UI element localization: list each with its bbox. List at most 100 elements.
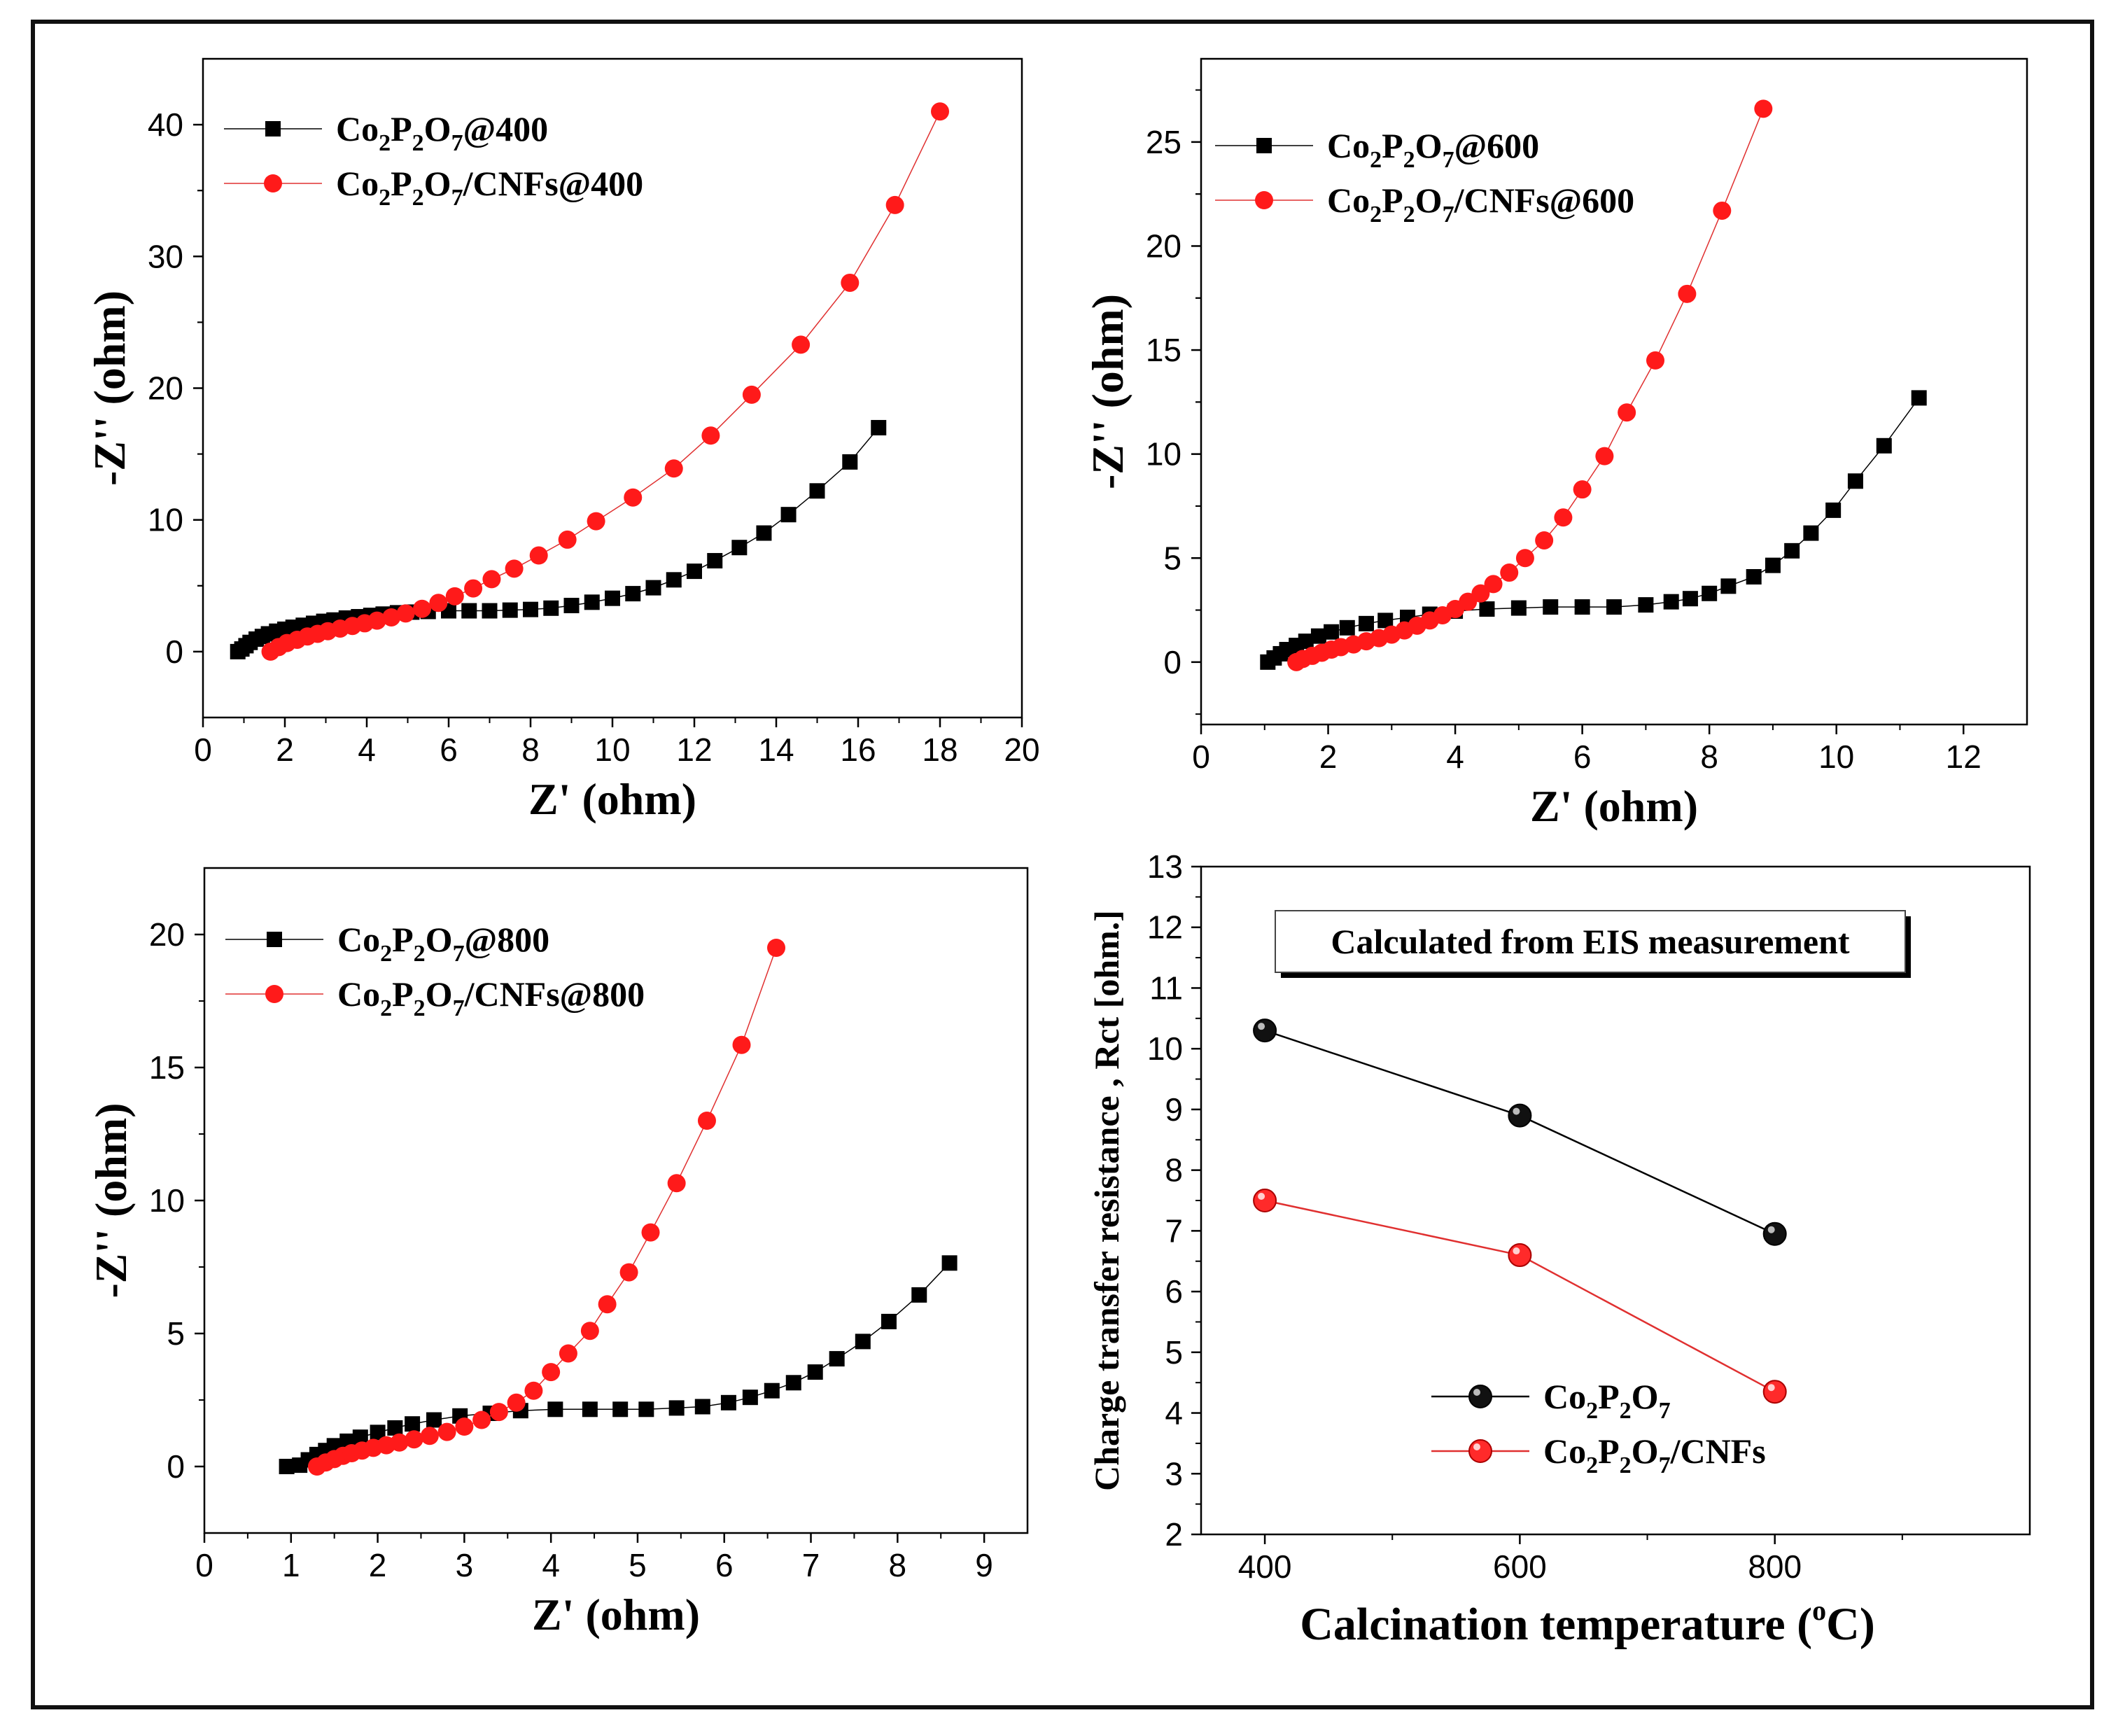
data-point-circle: [472, 1410, 491, 1429]
data-point-circle: [558, 530, 577, 549]
legend-marker: [265, 985, 283, 1003]
x-axis-label: Calcination temperature (oC): [1300, 1595, 1875, 1650]
x-tick-label: 2: [1319, 738, 1338, 775]
data-point-circle: [390, 1433, 409, 1452]
x-tick-label: 10: [594, 732, 630, 768]
x-tick-label: 12: [1946, 738, 1982, 775]
x-tick-label: 12: [676, 732, 712, 768]
legend-text-part: /CNFs@800: [464, 974, 645, 1014]
y-tick-label: 12: [1147, 909, 1183, 946]
data-point-square: [502, 602, 518, 618]
data-point-square: [612, 1401, 629, 1418]
data-point-circle: [767, 939, 786, 957]
series-line: [286, 1262, 951, 1467]
legend-text-part: /CNFs@400: [463, 164, 644, 203]
y-tick-label: 8: [1165, 1152, 1183, 1189]
legend-subscript: 7: [1659, 1398, 1671, 1424]
figure-border: [31, 20, 2094, 1709]
data-point-square: [731, 540, 748, 556]
data-point-square: [1847, 473, 1863, 489]
y-tick-label: 13: [1147, 854, 1183, 885]
y-tick-label: 11: [1149, 969, 1183, 1006]
x-tick-label: 600: [1493, 1548, 1547, 1585]
data-point-square: [426, 1412, 442, 1428]
data-point-square: [1324, 624, 1340, 640]
legend-subscript: 2: [380, 995, 392, 1021]
data-point-circle: [732, 1035, 751, 1054]
x-tick-label: 20: [1004, 732, 1039, 768]
y-tick-label: 6: [1165, 1273, 1183, 1310]
series-1: Co2P2O7/CNFs@800: [225, 939, 786, 1476]
y-tick-label: 4: [1165, 1395, 1183, 1432]
y-tick-label: 0: [167, 1448, 185, 1485]
data-point-circle: [524, 1381, 543, 1400]
data-point-circle: [641, 1223, 660, 1242]
data-point-square: [881, 1313, 897, 1329]
legend-text-part: Co: [1543, 1432, 1586, 1471]
x-tick-label: 8: [521, 732, 540, 768]
data-point-square: [279, 1459, 295, 1474]
x-axis-label-superscript: o: [1812, 1595, 1826, 1626]
data-point: [1253, 1018, 1277, 1043]
data-point: [1253, 1189, 1277, 1212]
data-point-circle: [455, 1418, 474, 1436]
data-point-circle: [697, 1112, 716, 1130]
series-line: [316, 947, 777, 1467]
legend-subscript: 2: [1586, 1452, 1598, 1478]
data-point-square: [855, 1334, 871, 1350]
data-point-circle: [529, 546, 548, 565]
data-point-circle: [885, 195, 904, 214]
data-point-square: [809, 483, 825, 499]
x-tick-label: 9: [975, 1547, 993, 1583]
data-point-square: [1746, 568, 1762, 584]
y-tick-label: 9: [1165, 1091, 1183, 1128]
legend-subscript: 2: [412, 185, 424, 211]
legend-text-part: O: [1415, 126, 1443, 165]
y-tick-label: 10: [148, 502, 183, 538]
series-0: Co2P2O7@600: [1215, 126, 1927, 670]
legend-text-part: O: [426, 974, 453, 1014]
legend-marker: [1255, 191, 1273, 209]
series-0: Co2P2O7@800: [225, 920, 958, 1474]
data-point-circle: [667, 1174, 686, 1193]
y-tick-label: 0: [165, 634, 183, 670]
data-point-circle: [489, 1403, 508, 1422]
data-point-square: [1510, 600, 1527, 616]
data-point-square: [720, 1394, 736, 1410]
data-point-square: [756, 525, 772, 541]
data-point-circle: [1618, 403, 1636, 422]
series-1: Co2P2O7/CNFs@600: [1215, 99, 1773, 671]
legend-subscript: 2: [1403, 202, 1415, 227]
data-point-square: [1784, 542, 1800, 559]
data-point-circle: [445, 587, 464, 606]
data-point-circle: [619, 1263, 638, 1282]
legend-subscript: 2: [379, 185, 391, 211]
legend-text-part: P: [391, 109, 412, 148]
data-point-square: [1310, 628, 1326, 644]
data-point-highlight: [1767, 1384, 1775, 1392]
y-tick-label: 3: [1165, 1455, 1183, 1492]
data-point-square: [1298, 634, 1314, 650]
legend-text-part: O: [1632, 1432, 1659, 1471]
data-point-square: [405, 1416, 421, 1432]
data-point-square: [584, 594, 600, 610]
data-point-highlight: [1767, 1226, 1775, 1233]
legend-marker-highlight: [1473, 1443, 1480, 1450]
x-tick-label: 14: [758, 732, 794, 768]
series-0: Co2P2O7: [1253, 1018, 1787, 1424]
x-tick-label: 10: [1818, 738, 1854, 775]
data-point-circle: [1713, 201, 1732, 220]
data-point-circle: [1754, 99, 1773, 118]
legend-label: Co2P2O7/CNFs@600: [1327, 181, 1634, 227]
data-point-circle: [437, 1422, 456, 1441]
axes-box: [203, 867, 1029, 1534]
data-point-circle: [367, 611, 386, 630]
data-point-circle: [507, 1393, 526, 1412]
x-tick-label: 16: [840, 732, 876, 768]
data-point-circle: [1484, 575, 1503, 594]
y-tick-label: 10: [1146, 436, 1181, 472]
rct-vs-temperature-plot: 400 600 800 2 3 4 5 6 7 8 9 10 11 12 13 Calculated from…: [1087, 854, 2031, 1650]
legend-text-part: /CNFs@600: [1454, 181, 1635, 220]
data-point-highlight: [1258, 1193, 1265, 1200]
